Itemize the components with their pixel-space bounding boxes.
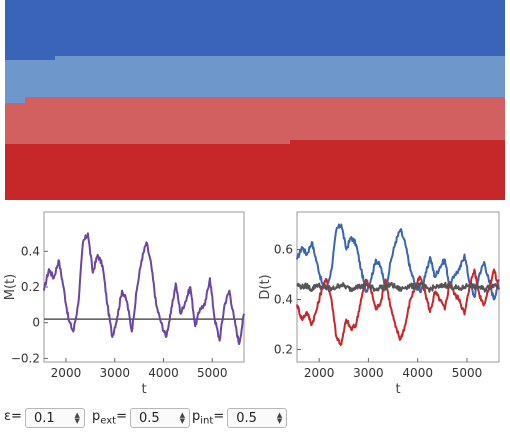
x-tick-label: 3000 (99, 366, 130, 380)
y-axis-label: D(t) (258, 274, 273, 299)
y-tick-label: 0.6 (274, 243, 293, 257)
series-line-1 (43, 232, 245, 346)
epsilon-label: ε= (4, 409, 22, 425)
spinner-arrows-icon[interactable]: ▲ ▼ (276, 411, 283, 425)
epsilon-control: ε= 0.1 ▲ ▼ (4, 408, 85, 428)
color-band-chart (5, 0, 505, 200)
band-region-4 (5, 140, 505, 200)
y-tick-label: 0 (32, 316, 40, 330)
density-plot: 2000 3000 4000 5000 0.2 0.4 0.6 t D(t) (258, 211, 500, 397)
y-tick-label: 0.4 (21, 244, 40, 258)
x-tick-label: 3000 (353, 366, 384, 380)
series-line-3 (296, 281, 500, 293)
x-axis-label: t (141, 382, 146, 397)
p-ext-value: 0.5 (139, 410, 160, 426)
band-region-3 (5, 97, 505, 144)
x-tick-label: 4000 (402, 366, 433, 380)
epsilon-spinner[interactable]: 0.1 ▲ ▼ (24, 408, 85, 428)
plot-frame (43, 211, 245, 363)
x-axis-label: t (395, 382, 400, 397)
magnetization-plot: 2000 3000 4000 5000 −0.2 0 0.2 0.4 t M(t) (3, 211, 245, 397)
p-int-value: 0.5 (236, 410, 257, 426)
series-line-1 (296, 223, 500, 301)
x-tick-label: 5000 (197, 366, 228, 380)
x-tick-label: 2000 (51, 366, 82, 380)
y-tick-label: 0.2 (274, 343, 293, 357)
x-tick-label: 2000 (304, 366, 335, 380)
p-ext-spinner[interactable]: 0.5 ▲ ▼ (130, 408, 190, 428)
x-tick-label: 4000 (148, 366, 179, 380)
p-ext-label: pext= (92, 409, 127, 427)
parameter-controls: ε= 0.1 ▲ ▼ pext= 0.5 ▲ ▼ pint= 0.5 ▲ ▼ (0, 404, 510, 434)
y-tick-label: 0.2 (21, 280, 40, 294)
y-axis-label: M(t) (3, 274, 18, 300)
band-region-1 (5, 0, 505, 60)
p-int-spinner[interactable]: 0.5 ▲ ▼ (227, 408, 288, 428)
epsilon-value: 0.1 (33, 410, 55, 426)
band-region-2 (5, 56, 505, 103)
p-int-control: pint= 0.5 ▲ ▼ (192, 408, 288, 428)
x-tick-label: 5000 (452, 366, 483, 380)
y-tick-label: −0.2 (11, 351, 40, 365)
spinner-arrows-icon[interactable]: ▲ ▼ (74, 411, 80, 425)
spinner-arrows-icon[interactable]: ▲ ▼ (179, 411, 185, 425)
series-line-2 (296, 268, 500, 346)
p-int-label: pint= (192, 409, 225, 427)
p-ext-control: pext= 0.5 ▲ ▼ (92, 408, 190, 428)
y-tick-label: 0.4 (274, 293, 293, 307)
